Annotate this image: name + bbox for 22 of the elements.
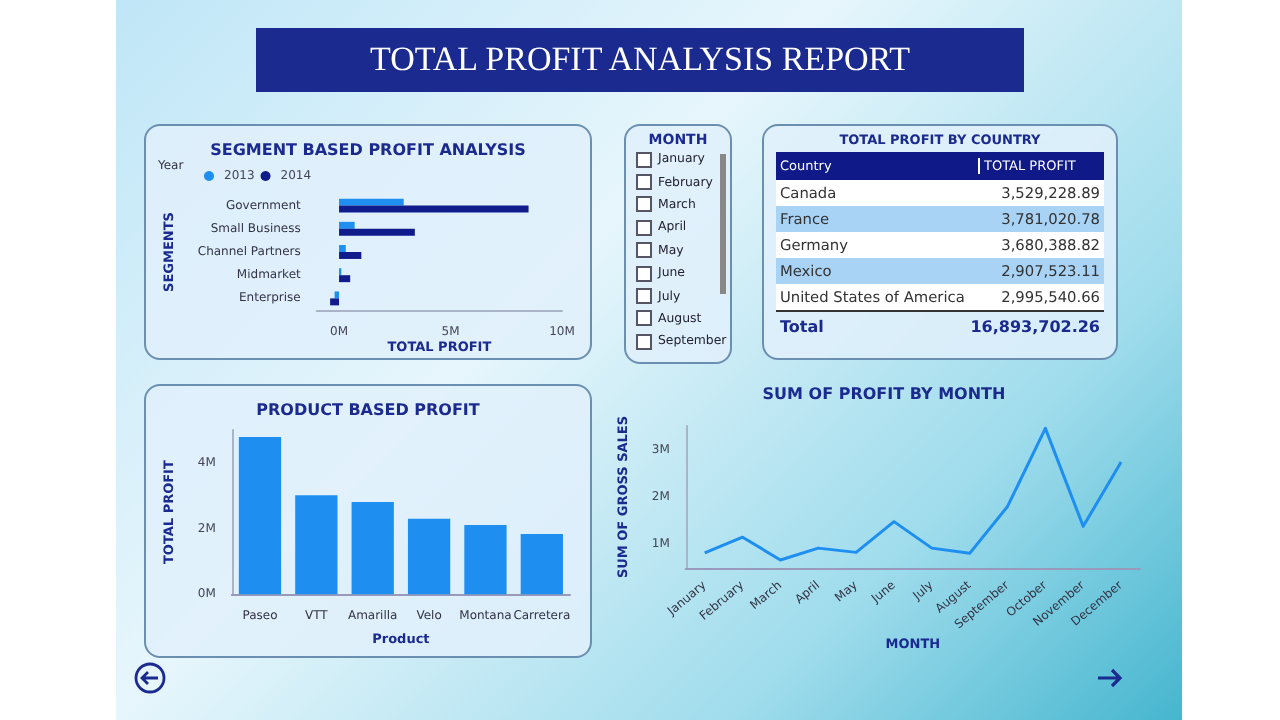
bar xyxy=(334,291,340,299)
chart-title: PRODUCT BASED PROFIT xyxy=(256,401,481,419)
chart-title: SUM OF PROFIT BY MONTH xyxy=(762,385,1006,403)
chart-title: SEGMENT BASED PROFIT ANALYSIS xyxy=(210,141,527,159)
text: TOTAL PROFIT ANALYSIS REPORT xyxy=(256,28,1024,92)
text: 16,893,702.26 xyxy=(970,317,1100,335)
bar xyxy=(464,524,507,595)
bar xyxy=(339,205,529,213)
bar xyxy=(339,252,362,259)
bar xyxy=(295,495,338,595)
bar xyxy=(339,245,346,252)
bar xyxy=(339,228,415,236)
line-series xyxy=(703,426,1123,562)
bar xyxy=(339,221,355,229)
bar xyxy=(351,501,394,595)
bar xyxy=(407,518,451,595)
bar xyxy=(520,534,563,595)
text: Total xyxy=(778,317,826,335)
bar xyxy=(339,275,351,283)
bar xyxy=(330,298,340,306)
bar xyxy=(238,436,282,595)
bar xyxy=(339,198,404,206)
